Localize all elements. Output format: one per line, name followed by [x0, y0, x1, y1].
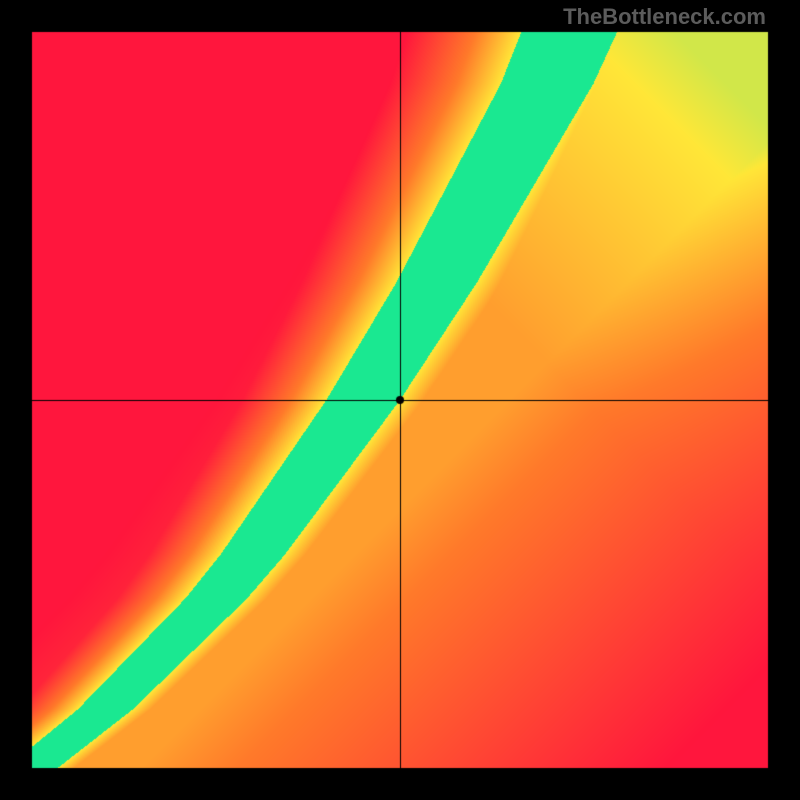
bottleneck-heatmap	[0, 0, 800, 800]
watermark-text: TheBottleneck.com	[563, 4, 766, 30]
